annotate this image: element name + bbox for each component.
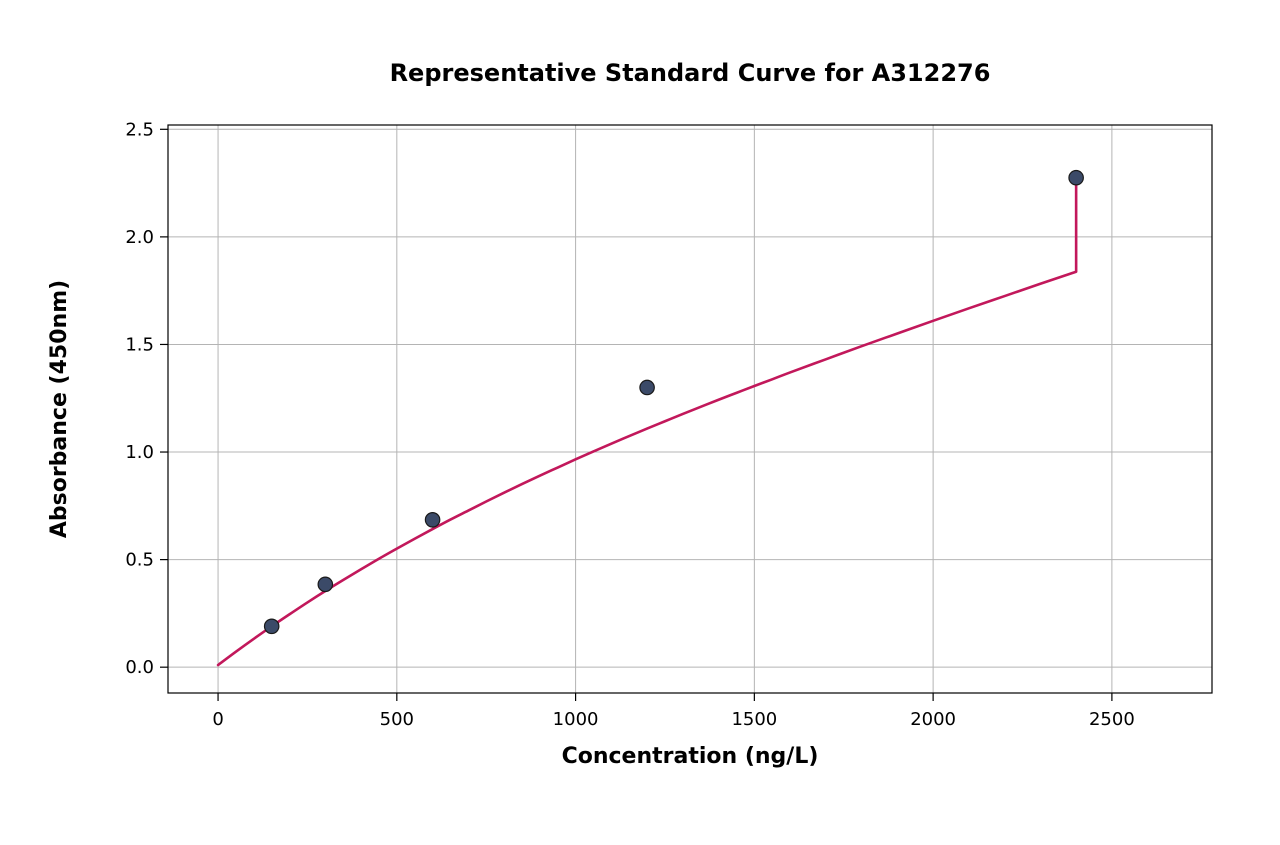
data-point <box>264 619 278 633</box>
y-tick-label: 2.0 <box>125 227 154 248</box>
plot-bg <box>168 125 1212 693</box>
x-tick-label: 1000 <box>553 709 599 730</box>
data-point <box>425 513 439 527</box>
x-tick-label: 2500 <box>1089 709 1135 730</box>
y-tick-label: 2.5 <box>125 119 154 140</box>
x-tick-label: 1500 <box>731 709 777 730</box>
data-point <box>640 380 654 394</box>
y-axis-label: Absorbance (450nm) <box>47 280 72 538</box>
y-tick-label: 1.0 <box>125 442 154 463</box>
chart-title: Representative Standard Curve for A31227… <box>390 59 991 87</box>
data-point <box>1069 171 1083 185</box>
y-tick-label: 0.0 <box>125 657 154 678</box>
x-axis-label: Concentration (ng/L) <box>562 744 819 769</box>
y-tick-label: 0.5 <box>125 550 154 571</box>
x-tick-label: 0 <box>212 709 223 730</box>
standard-curve-chart: 0 500 1000 1500 2000 2500 0.0 0.5 1.0 1.5 2.0 2.5 Co… <box>0 0 1280 845</box>
x-tick-label: 500 <box>380 709 414 730</box>
y-tick-label: 1.5 <box>125 334 154 355</box>
data-point <box>318 577 332 591</box>
x-tick-label: 2000 <box>910 709 956 730</box>
